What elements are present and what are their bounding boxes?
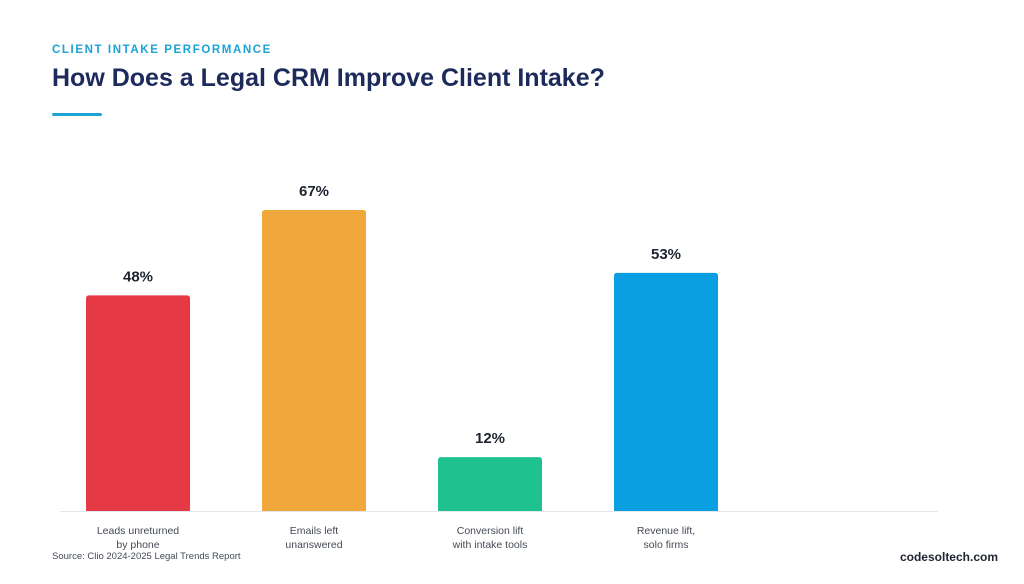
bar xyxy=(438,457,542,511)
title-accent-rule xyxy=(52,113,102,116)
source-note: Source: Clio 2024-2025 Legal Trends Repo… xyxy=(52,551,241,562)
page-title: How Does a Legal CRM Improve Client Inta… xyxy=(52,64,605,92)
bar xyxy=(262,210,366,511)
bar xyxy=(614,272,718,511)
category-label: Emails left xyxy=(290,525,339,537)
category-label: Revenue lift, xyxy=(637,525,695,537)
chart-eyebrow: CLIENT INTAKE PERFORMANCE xyxy=(52,44,272,56)
data-label: 53% xyxy=(651,246,681,263)
bar xyxy=(86,295,190,511)
category-label: Leads unreturned xyxy=(97,525,179,537)
category-label: with intake tools xyxy=(452,539,528,551)
category-label: unanswered xyxy=(285,539,342,551)
category-label: solo firms xyxy=(644,539,689,551)
data-label: 48% xyxy=(123,268,153,285)
data-label: 67% xyxy=(299,183,329,200)
category-label: Conversion lift xyxy=(457,525,524,537)
data-label: 12% xyxy=(475,430,505,447)
category-label: by phone xyxy=(116,539,159,551)
brand-text: codesoltech.com xyxy=(899,550,998,564)
